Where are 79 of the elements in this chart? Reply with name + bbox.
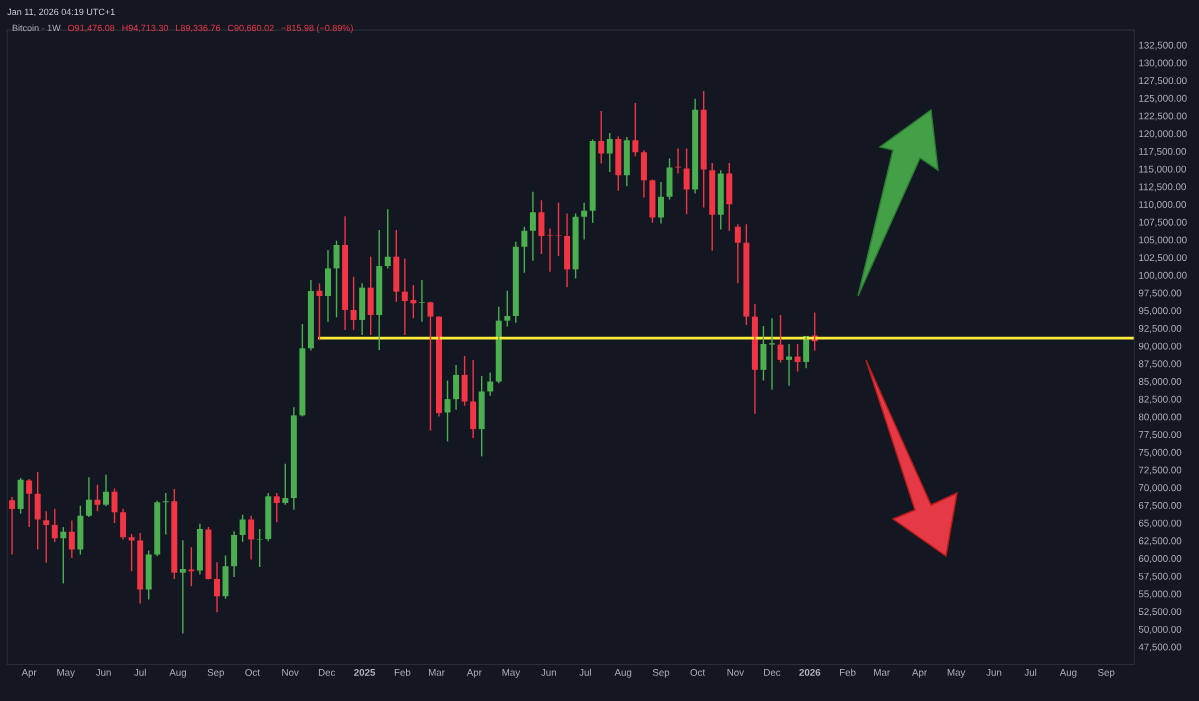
x-tick-label: Mar	[874, 669, 890, 676]
y-tick-label: 90,000.00	[1138, 342, 1182, 351]
y-tick-label: 127,500.00	[1139, 77, 1187, 86]
y-tick-label: 117,500.00	[1139, 147, 1186, 156]
y-tick-label: 72,500.00	[1138, 466, 1182, 475]
x-tick-label: Sep	[1097, 668, 1115, 678]
x-tick-label: May	[57, 669, 75, 678]
y-tick-label: 125,000.00	[1139, 94, 1187, 103]
x-tick-label: Aug	[169, 669, 186, 678]
x-tick-label: Jul	[1024, 668, 1037, 676]
x-tick-label: Oct	[245, 668, 260, 676]
x-tick-label: Feb	[840, 668, 856, 676]
y-tick-label: 97,500.00	[1138, 289, 1182, 298]
x-tick-label: Sep	[652, 668, 670, 678]
x-tick-label: Jun	[541, 669, 556, 676]
y-tick-label: 100,000.00	[1139, 271, 1187, 280]
y-tick-label: 50,000.00	[1138, 625, 1182, 634]
y-tick-label: 65,000.00	[1138, 519, 1182, 528]
x-tick-label: 2026	[799, 668, 821, 676]
x-tick-label: Dec	[764, 669, 781, 676]
y-tick-label: 82,500.00	[1138, 395, 1182, 404]
y-tick-label: 87,500.00	[1138, 360, 1182, 369]
y-tick-label: 102,500.00	[1139, 254, 1187, 263]
y-tick-label: 115,000.00	[1139, 165, 1186, 174]
candlestick	[675, 147, 682, 175]
candlestick	[256, 528, 263, 568]
y-tick-label: 112,500.00	[1139, 183, 1186, 192]
y-tick-label: 95,000.00	[1138, 307, 1182, 316]
x-tick-label: 2025	[354, 668, 376, 676]
y-tick-label: 122,500.00	[1139, 112, 1187, 121]
text: Jan 11, 2026 04:19 UTC+1	[7, 8, 115, 17]
y-tick-label: 70,000.00	[1138, 484, 1182, 493]
y-tick-label: 77,500.00	[1138, 431, 1182, 440]
x-tick-label: Nov	[282, 669, 299, 676]
x-tick-label: Sep	[207, 668, 225, 678]
x-tick-label: Jun	[986, 669, 1002, 676]
candlestick	[128, 533, 135, 572]
chart-title: Bitcoin · 1W	[12, 24, 61, 32]
y-tick-label: 52,500.00	[1138, 608, 1182, 617]
x-tick-label: Aug	[1059, 669, 1077, 678]
x-tick-label: Oct	[690, 668, 706, 676]
x-tick-label: Jun	[95, 669, 111, 676]
x-tick-label: Nov	[727, 669, 744, 676]
x-tick-label: Apr	[21, 669, 37, 678]
x-tick-label: Apr	[466, 669, 482, 678]
y-tick-label: 132,500.00	[1139, 41, 1187, 50]
y-tick-label: 55,000.00	[1138, 590, 1182, 599]
candlestick	[555, 202, 562, 257]
candlestick	[547, 227, 553, 273]
y-tick-label: 62,500.00	[1138, 537, 1182, 546]
y-tick-label: 80,000.00	[1138, 413, 1182, 422]
y-tick-label: 130,000.00	[1139, 59, 1187, 68]
y-tick-label: 92,500.00	[1138, 324, 1182, 333]
x-tick-label: Jul	[579, 668, 591, 676]
x-tick-label: Aug	[614, 669, 632, 678]
annotation: C90,660.02	[227, 24, 274, 33]
x-tick-label: Feb	[394, 668, 411, 676]
y-tick-label: 107,500.00	[1139, 218, 1187, 227]
annotation: H94,713.30	[122, 24, 169, 33]
y-tick-label: 120,000.00	[1139, 130, 1187, 139]
y-tick-label: 60,000.00	[1138, 555, 1182, 564]
y-tick-label: 67,500.00	[1138, 501, 1182, 511]
annotation: L89,336.76	[176, 24, 221, 33]
annotation: O91,476.08	[68, 24, 115, 33]
y-tick-label: 85,000.00	[1138, 378, 1182, 387]
y-tick-label: 110,000.00	[1139, 201, 1186, 210]
x-tick-label: Jul	[134, 668, 146, 676]
y-tick-label: 75,000.00	[1138, 448, 1182, 457]
candlestick	[418, 279, 425, 323]
y-tick-label: 47,500.00	[1138, 643, 1182, 652]
y-tick-label: 105,000.00	[1139, 236, 1187, 245]
x-tick-label: Dec	[318, 669, 336, 676]
y-tick-label: 57,500.00	[1138, 572, 1182, 581]
x-tick-label: May	[502, 669, 521, 678]
candlestick	[769, 317, 775, 391]
x-tick-label: Mar	[428, 669, 445, 676]
x-tick-label: May	[947, 669, 966, 678]
annotation: −815.98 (−0.89%)	[281, 24, 353, 33]
x-tick-label: Apr	[912, 669, 927, 678]
